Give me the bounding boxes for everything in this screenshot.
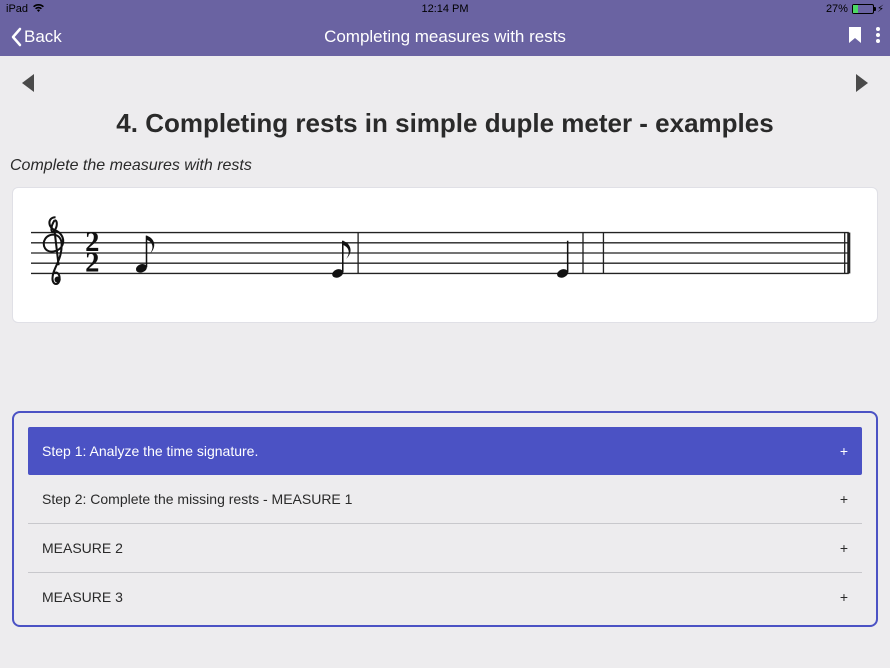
- step-label: Step 2: Complete the missing rests - MEA…: [42, 491, 352, 507]
- notation-card: 22: [12, 187, 878, 323]
- step-row-3[interactable]: MEASURE 2 +: [28, 524, 862, 573]
- battery-pct: 27%: [826, 3, 848, 15]
- status-left: iPad: [6, 3, 45, 16]
- svg-text:2: 2: [85, 246, 99, 278]
- status-time: 12:14 PM: [421, 3, 468, 15]
- music-staff: 22: [31, 208, 859, 298]
- charging-icon: ⚡︎: [877, 4, 884, 15]
- back-label: Back: [24, 27, 62, 47]
- nav-title: Completing measures with rests: [324, 27, 566, 47]
- expand-icon: +: [840, 540, 848, 556]
- pager-row: [8, 56, 882, 102]
- step-row-4[interactable]: MEASURE 3 +: [28, 573, 862, 621]
- step-label: Step 1: Analyze the time signature.: [42, 443, 258, 459]
- next-page-button[interactable]: [856, 74, 868, 92]
- expand-icon: +: [840, 443, 848, 459]
- step-row-1[interactable]: Step 1: Analyze the time signature. +: [28, 427, 862, 475]
- expand-icon: +: [840, 491, 848, 507]
- status-right: 27% ⚡︎: [826, 3, 884, 15]
- battery-icon: [852, 4, 874, 14]
- content-area: 4. Completing rests in simple duple mete…: [0, 56, 890, 627]
- wifi-icon: [32, 3, 45, 16]
- chevron-left-icon: [10, 27, 22, 47]
- bookmark-icon[interactable]: [848, 26, 862, 49]
- steps-card: Step 1: Analyze the time signature.+Step…: [12, 411, 878, 627]
- prev-page-button[interactable]: [22, 74, 34, 92]
- step-row-2[interactable]: Step 2: Complete the missing rests - MEA…: [28, 475, 862, 524]
- back-button[interactable]: Back: [10, 27, 62, 47]
- page-title: 4. Completing rests in simple duple mete…: [8, 108, 882, 139]
- expand-icon: +: [840, 589, 848, 605]
- step-label: MEASURE 3: [42, 589, 123, 605]
- status-bar: iPad 12:14 PM 27% ⚡︎: [0, 0, 890, 18]
- instruction-text: Complete the measures with rests: [8, 157, 882, 175]
- nav-actions: [848, 26, 880, 49]
- device-label: iPad: [6, 3, 28, 15]
- nav-bar: Back Completing measures with rests: [0, 18, 890, 56]
- step-label: MEASURE 2: [42, 540, 123, 556]
- more-icon[interactable]: [876, 26, 880, 49]
